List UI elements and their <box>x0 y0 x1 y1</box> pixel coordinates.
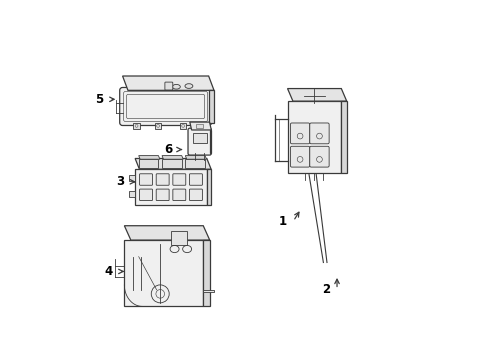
Polygon shape <box>203 290 214 292</box>
Bar <box>192 133 206 143</box>
Polygon shape <box>189 122 211 130</box>
FancyBboxPatch shape <box>139 189 152 201</box>
FancyBboxPatch shape <box>164 82 172 90</box>
FancyBboxPatch shape <box>139 174 152 185</box>
Polygon shape <box>287 89 346 101</box>
Polygon shape <box>203 240 209 306</box>
Polygon shape <box>139 156 160 159</box>
Bar <box>128 192 135 197</box>
Bar <box>133 123 140 129</box>
Polygon shape <box>208 90 214 123</box>
FancyBboxPatch shape <box>172 174 185 185</box>
Polygon shape <box>135 158 211 169</box>
Bar <box>162 159 182 168</box>
Polygon shape <box>206 169 211 205</box>
FancyBboxPatch shape <box>309 123 328 144</box>
Bar <box>171 231 187 246</box>
Bar <box>180 123 186 129</box>
FancyBboxPatch shape <box>120 87 211 126</box>
Ellipse shape <box>184 84 192 88</box>
Bar <box>128 175 135 181</box>
Text: 1: 1 <box>278 215 286 228</box>
Text: 2: 2 <box>322 283 330 296</box>
FancyBboxPatch shape <box>189 189 202 201</box>
Bar <box>135 169 206 205</box>
Ellipse shape <box>172 85 180 89</box>
FancyBboxPatch shape <box>309 146 328 167</box>
Bar <box>198 123 204 129</box>
Text: 5: 5 <box>94 93 102 106</box>
Bar <box>139 159 158 168</box>
Bar <box>155 123 161 129</box>
Polygon shape <box>341 101 346 173</box>
Text: 6: 6 <box>163 143 172 156</box>
FancyBboxPatch shape <box>290 146 309 167</box>
Bar <box>185 159 204 168</box>
FancyBboxPatch shape <box>156 189 169 201</box>
FancyBboxPatch shape <box>187 128 211 155</box>
Polygon shape <box>185 156 206 159</box>
Polygon shape <box>124 226 209 240</box>
Polygon shape <box>162 156 183 159</box>
FancyBboxPatch shape <box>189 174 202 185</box>
Text: 3: 3 <box>116 175 124 188</box>
Polygon shape <box>124 240 203 306</box>
FancyBboxPatch shape <box>290 123 309 144</box>
Bar <box>196 124 203 128</box>
Polygon shape <box>209 130 211 153</box>
Text: 4: 4 <box>104 265 113 278</box>
FancyBboxPatch shape <box>156 174 169 185</box>
FancyBboxPatch shape <box>172 189 185 201</box>
Polygon shape <box>122 76 214 90</box>
Bar <box>287 101 341 173</box>
